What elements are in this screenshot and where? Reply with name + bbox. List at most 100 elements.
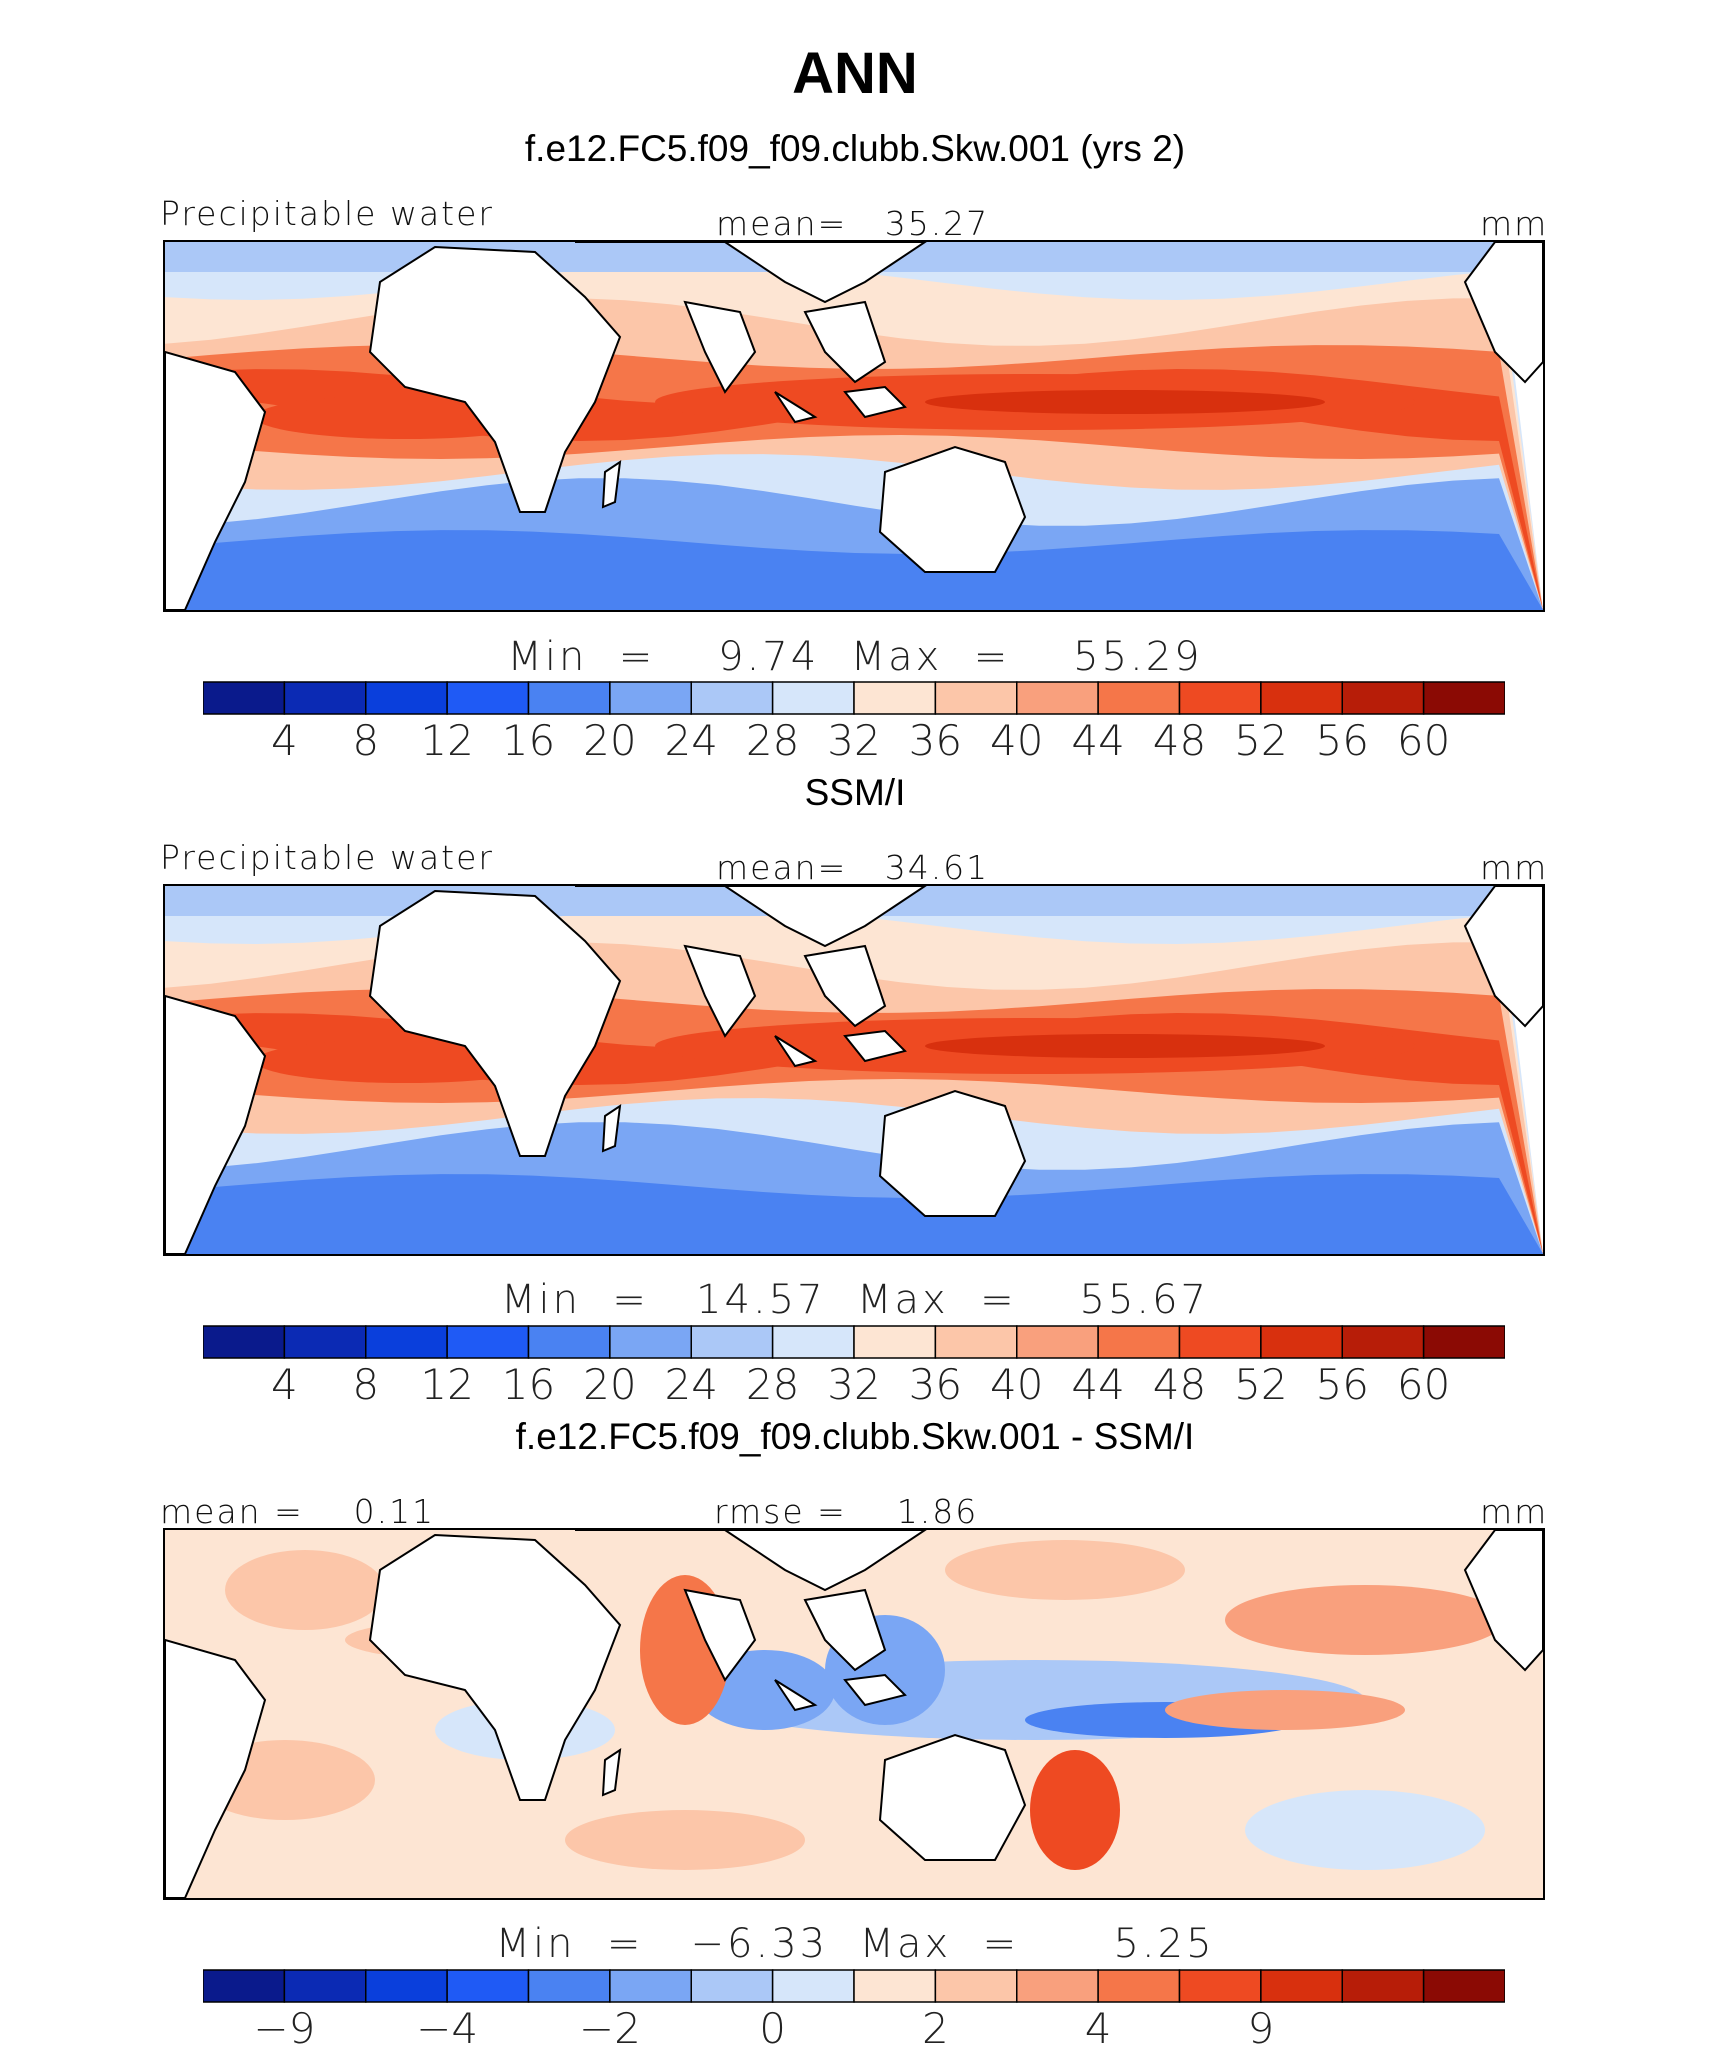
colorbar-tick-label: 52 <box>1234 1360 1288 1409</box>
colorbar-bin <box>771 1325 855 1359</box>
colorbar-tick-label: 32 <box>827 1360 881 1409</box>
colorbar-tick-label: 2 <box>922 2004 949 2053</box>
panel-2-colorbar <box>202 1325 1506 1359</box>
colorbar-bin <box>934 1969 1018 2003</box>
colorbar-tick-label: 36 <box>908 716 963 765</box>
colorbar-tick-label: 36 <box>908 1360 963 1409</box>
colorbar-tick-label: 48 <box>1152 1360 1207 1409</box>
panel-1-variable: Precipitable water <box>160 194 494 233</box>
figure-title: ANN <box>792 41 918 106</box>
panel-3-map-svg <box>165 1530 1543 1898</box>
colorbar-tick-label: 12 <box>420 716 474 765</box>
panel-3-title: f.e12.FC5.f09_f09.clubb.Skw.001 - SSM/I <box>515 1416 1195 1457</box>
colorbar-bin <box>365 1969 448 2003</box>
colorbar-bin <box>527 681 611 715</box>
colorbar-tick-label: 40 <box>990 1360 1044 1409</box>
landmass <box>575 886 927 948</box>
landmass <box>878 1733 1027 1861</box>
field-core <box>925 390 1325 414</box>
colorbar-bin <box>365 1325 448 1359</box>
colorbar-bin <box>609 1325 693 1359</box>
panel-1-map-svg <box>165 242 1543 610</box>
colorbar-tick-label: 8 <box>352 716 380 765</box>
colorbar-bin <box>283 1969 367 2003</box>
colorbar-bin <box>1341 1325 1425 1359</box>
colorbar-bin <box>771 1969 855 2003</box>
colorbar-bin <box>690 681 774 715</box>
field-band <box>165 1174 1543 1254</box>
panel-1-title: f.e12.FC5.f09_f09.clubb.Skw.001 (yrs 2) <box>524 128 1186 169</box>
colorbar-bin <box>609 681 693 715</box>
colorbar-tick-label: 4 <box>1084 2004 1112 2053</box>
colorbar-bin <box>446 1969 530 2003</box>
landmass <box>1463 1530 1543 1672</box>
panel-1-map <box>163 240 1545 612</box>
colorbar-tick-label: 60 <box>1396 1360 1451 1409</box>
panel-2-minmax: Min = 14.57 Max = 55.67 <box>500 1277 1210 1323</box>
colorbar-tick-label: 24 <box>664 1360 718 1409</box>
field-anomaly <box>225 1550 385 1630</box>
panel-3-minmax: Min = −6.33 Max = 5.25 <box>495 1921 1215 1967</box>
colorbar-bin <box>1260 1969 1344 2003</box>
field-anomaly <box>1030 1750 1120 1870</box>
panel-3-colorbar <box>202 1969 1506 2003</box>
colorbar-tick-label: 20 <box>583 1360 637 1409</box>
colorbar-tick-label: 20 <box>583 716 637 765</box>
colorbar-bin <box>1260 1325 1344 1359</box>
panel-3-map <box>163 1528 1545 1900</box>
colorbar-bin <box>202 1969 286 2003</box>
colorbar-bin <box>283 681 367 715</box>
panel-1-units: mm <box>1480 204 1549 243</box>
panel-1-mean: mean= 35.27 <box>716 204 990 243</box>
landmass <box>165 1638 267 1898</box>
colorbar-tick-label: 0 <box>759 2004 786 2053</box>
landmass <box>368 889 622 1157</box>
colorbar-tick-label: 56 <box>1315 1360 1369 1409</box>
colorbar-bin <box>202 681 286 715</box>
landmass <box>601 1747 622 1797</box>
colorbar-bin <box>1178 681 1262 715</box>
panel-2-map-svg <box>165 886 1543 1254</box>
field-core <box>925 1034 1325 1058</box>
colorbar-bin <box>1097 1969 1181 2003</box>
colorbar-bin <box>365 681 448 715</box>
colorbar-bin <box>1016 1325 1099 1359</box>
field-anomaly <box>1245 1790 1485 1870</box>
colorbar-bin <box>446 1325 530 1359</box>
colorbar-tick-label: 44 <box>1071 716 1125 765</box>
colorbar-bin <box>202 1325 286 1359</box>
colorbar-bin <box>690 1969 774 2003</box>
colorbar-tick-label: −9 <box>253 2004 316 2053</box>
colorbar-bin <box>934 1325 1018 1359</box>
colorbar-tick-label: 4 <box>271 716 298 765</box>
landmass <box>1463 242 1543 384</box>
colorbar-bin <box>1097 681 1181 715</box>
landmass <box>368 245 622 513</box>
panel-3-colorbar-ticks: −9 −4 −2 0 2 4 9 <box>203 2004 1505 2054</box>
panel-2-title: SSM/I <box>804 772 906 813</box>
colorbar-bin <box>853 1325 937 1359</box>
colorbar-tick-label: 16 <box>501 716 556 765</box>
panel-1-minmax: Min = 9.74 Max = 55.29 <box>507 634 1203 680</box>
colorbar-bin <box>609 1969 693 2003</box>
field-anomaly <box>565 1810 805 1870</box>
colorbar-bin <box>771 681 855 715</box>
colorbar-bin <box>1178 1325 1262 1359</box>
landmass <box>843 1673 907 1707</box>
landmass <box>803 944 887 1028</box>
colorbar-bin <box>690 1325 774 1359</box>
field-anomaly <box>945 1540 1185 1600</box>
colorbar-tick-label: 8 <box>352 1360 380 1409</box>
colorbar-bin <box>1422 1969 1506 2003</box>
panel-3-units: mm <box>1480 1492 1549 1531</box>
landmass <box>878 445 1027 573</box>
colorbar-tick-label: 40 <box>990 716 1044 765</box>
colorbar-bin <box>527 1969 611 2003</box>
landmass <box>843 1029 907 1063</box>
colorbar-tick-label: −4 <box>416 2004 479 2053</box>
landmass <box>683 944 757 1038</box>
landmass <box>774 1035 818 1068</box>
panel-3-mean: mean = 0.11 <box>160 1492 436 1531</box>
landmass <box>165 350 267 610</box>
landmass <box>601 459 622 509</box>
